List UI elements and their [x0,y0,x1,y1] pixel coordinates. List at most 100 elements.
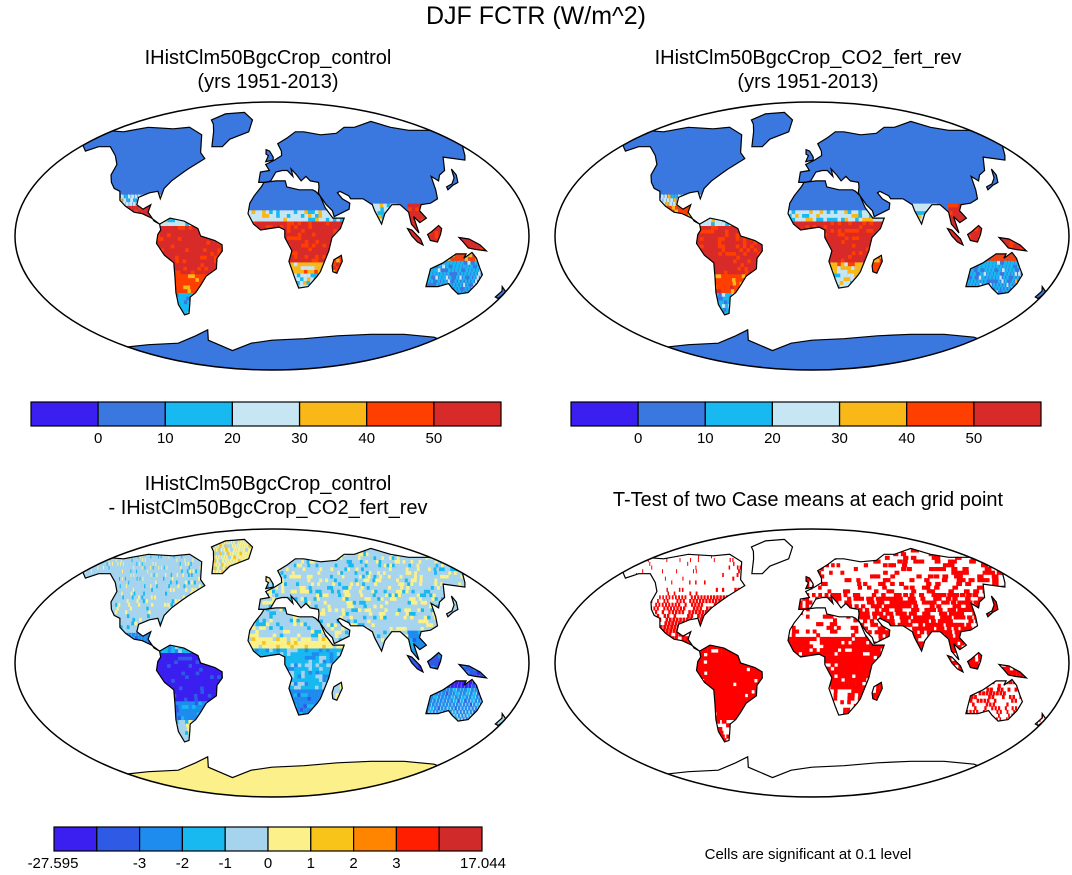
grid-cell [226,135,229,140]
grid-cell [174,172,178,177]
grid-cell [312,236,316,241]
grid-cell [189,142,192,147]
grid-cell [400,188,405,193]
grid-cell [395,195,401,200]
grid-cell [325,166,330,171]
grid-cell [327,147,332,152]
grid-cell [144,168,147,173]
grid-cell [301,224,306,229]
grid-cell [194,274,200,279]
grid-cell [355,184,361,189]
grid-cell [219,124,222,129]
grid-cell [117,160,119,165]
grid-cell [183,285,188,290]
grid-cell [399,169,405,174]
grid-cell [296,162,301,167]
grid-cell [163,138,165,143]
grid-cell [297,228,302,233]
grid-cell [309,162,314,167]
grid-cell [229,116,232,121]
grid-cell [196,259,201,264]
panel-4-title-line1: T-Test of two Case means at each grid po… [612,489,1004,511]
grid-cell [375,184,381,189]
grid-cell [354,132,360,137]
grid-cell [372,173,377,178]
grid-cell [398,154,404,159]
grid-cell [138,209,142,214]
grid-cell [181,277,187,282]
grid-cell [241,116,244,121]
grid-cell [419,177,425,182]
grid-cell [190,153,193,158]
grid-cell [430,188,436,193]
grid-cell [197,262,202,267]
grid-cell [297,236,302,241]
grid-cell [396,147,403,152]
grid-cell [378,158,385,163]
grid-cell [308,158,313,163]
grid-cell [288,140,293,145]
grid-cell [331,166,337,171]
grid-cell [119,145,120,150]
grid-cell [395,154,401,159]
grid-cell [181,233,186,238]
grid-cell [211,262,216,267]
grid-cell [340,162,345,167]
grid-cell [114,134,116,139]
grid-cell [340,177,346,182]
grid-cell [354,143,360,148]
grid-cell [235,120,238,125]
grid-cell [417,173,423,178]
grid-cell [138,183,141,188]
grid-cell [373,147,379,152]
grid-cell [200,259,205,264]
grid-cell [332,169,337,174]
grid-cell [339,169,344,174]
grid-cell [196,138,199,143]
grid-cell [173,270,179,275]
grid-cell [329,217,334,222]
grid-cell [368,143,374,148]
grid-cell [308,228,313,233]
grid-cell [377,192,383,197]
grid-cell [377,169,383,174]
grid-cell [297,173,302,178]
grid-cell [304,206,309,211]
grid-cell [116,138,118,143]
grid-cell [290,221,295,226]
grid-cell [120,160,122,165]
grid-cell [319,239,323,244]
grid-cell [322,140,327,145]
grid-cell [324,140,330,145]
grid-cell [384,151,390,156]
grid-cell [333,195,338,200]
grid-cell [298,132,303,137]
grid-cell [248,209,252,214]
grid-cell [157,131,159,136]
grid-cell [297,209,302,214]
grid-cell [373,177,379,182]
grid-cell [335,147,341,152]
grid-cell [238,120,241,125]
grid-cell [308,250,312,255]
grid-cell [138,138,140,143]
grid-cell [192,244,197,249]
grid-cell [184,311,190,315]
grid-cell [258,217,263,222]
grid-cell [318,258,323,263]
grid-cell [161,164,164,169]
grid-cell [328,180,333,185]
grid-cell [222,131,225,136]
grid-cell [427,158,434,163]
grid-cell [416,188,422,193]
grid-cell [356,166,362,171]
grid-cell [311,262,315,267]
panel-2-title: IHistClm50BgcCrop_CO2_fert_rev (yrs 1951… [548,46,1068,94]
grid-cell [307,206,312,211]
grid-cell [294,239,298,244]
grid-cell [318,180,323,185]
grid-cell [459,290,462,295]
grid-cell [195,244,200,249]
grid-cell [359,136,365,141]
grid-cell [262,213,266,218]
